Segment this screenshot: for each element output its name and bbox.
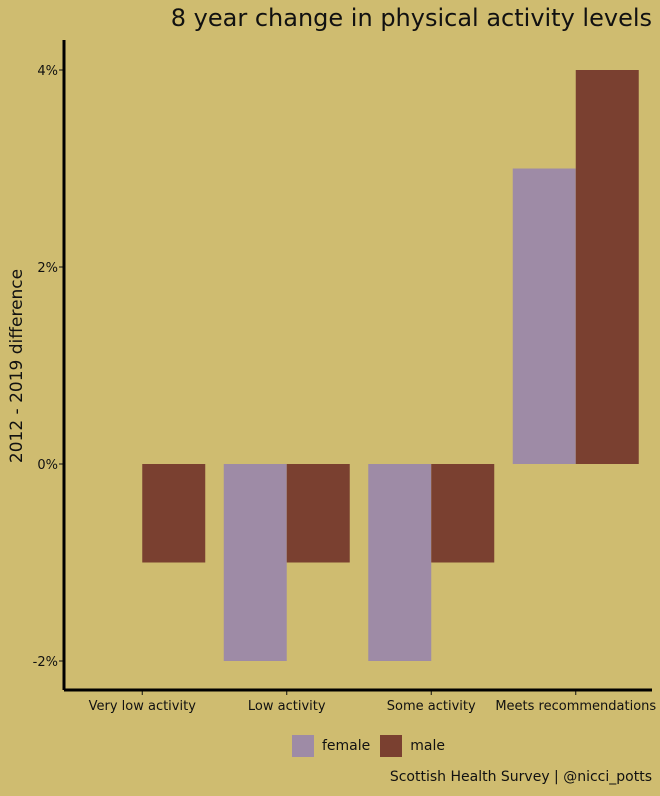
- bar-female-3: [512, 168, 576, 464]
- y-axis-label: 2012 - 2019 difference: [7, 269, 27, 463]
- x-tick-label-3: Meets recommendations: [495, 699, 656, 714]
- bar-female-1: [223, 464, 287, 661]
- legend: female male: [292, 735, 445, 757]
- caption: Scottish Health Survey | @nicci_potts: [389, 769, 652, 785]
- legend-swatch-male: [380, 735, 403, 757]
- y-tick-label-2: 2%: [37, 261, 58, 276]
- legend-item-male: male: [380, 735, 445, 757]
- legend-label-female: female: [322, 738, 371, 754]
- legend-label-male: male: [410, 738, 445, 754]
- bar-male-1: [286, 464, 350, 563]
- bar-male-2: [431, 464, 495, 563]
- y-tick-label-0: -2%: [33, 655, 58, 670]
- legend-item-female: female: [292, 735, 370, 757]
- y-tick-label-1: 0%: [37, 458, 58, 473]
- bar-male-3: [575, 70, 639, 464]
- y-tick-label-3: 4%: [37, 64, 58, 79]
- legend-swatch-female: [292, 735, 314, 757]
- chart-title: 8 year change in physical activity level…: [170, 4, 652, 32]
- bar-male-0: [142, 464, 206, 563]
- x-tick-label-1: Low activity: [248, 699, 326, 714]
- x-tick-label-0: Very low activity: [89, 699, 197, 714]
- bar-female-2: [368, 464, 432, 661]
- x-tick-label-2: Some activity: [387, 699, 476, 714]
